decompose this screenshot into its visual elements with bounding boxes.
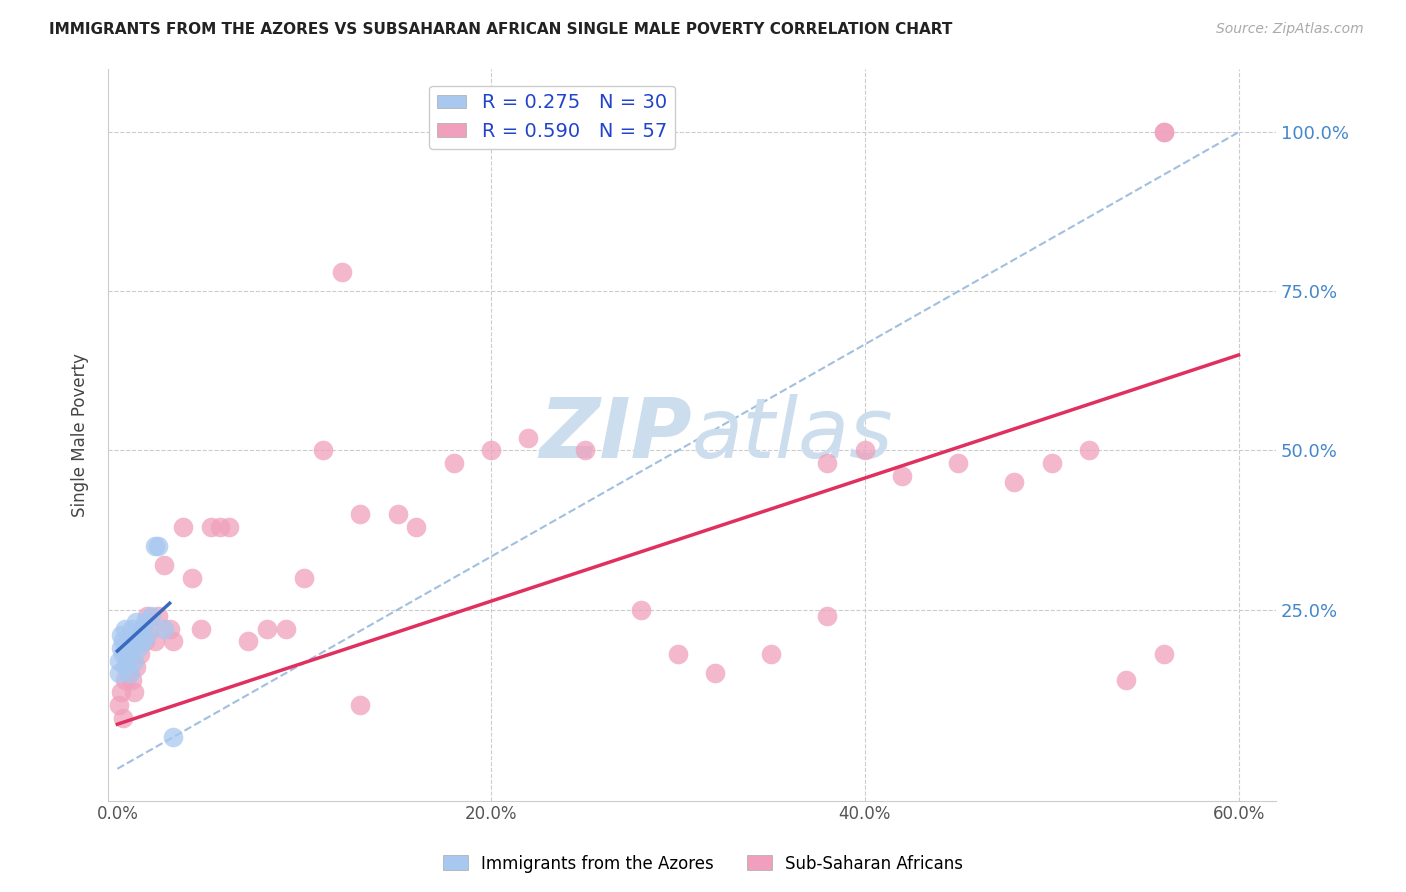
Point — [127, 634, 149, 648]
Point — [443, 456, 465, 470]
Point — [209, 520, 232, 534]
Point — [110, 628, 132, 642]
Point — [817, 456, 839, 470]
Point — [1002, 475, 1025, 490]
Point — [120, 647, 142, 661]
Point — [148, 609, 170, 624]
Point — [761, 647, 783, 661]
Point — [349, 698, 371, 713]
Point — [120, 628, 142, 642]
Legend: Immigrants from the Azores, Sub-Saharan Africans: Immigrants from the Azores, Sub-Saharan … — [436, 848, 970, 880]
Point — [148, 539, 170, 553]
Y-axis label: Single Male Poverty: Single Male Poverty — [72, 352, 89, 516]
Point — [136, 628, 159, 642]
Point — [948, 456, 970, 470]
Point — [853, 443, 876, 458]
Point — [131, 622, 153, 636]
Point — [121, 622, 143, 636]
Point — [122, 654, 145, 668]
Point — [349, 507, 371, 521]
Point — [218, 520, 240, 534]
Point — [115, 640, 138, 655]
Point — [122, 685, 145, 699]
Text: Source: ZipAtlas.com: Source: ZipAtlas.com — [1216, 22, 1364, 37]
Point — [136, 609, 159, 624]
Legend: R = 0.275   N = 30, R = 0.590   N = 57: R = 0.275 N = 30, R = 0.590 N = 57 — [429, 86, 675, 149]
Point — [200, 520, 222, 534]
Point — [666, 647, 689, 661]
Point — [131, 622, 153, 636]
Point — [630, 602, 652, 616]
Point — [139, 609, 162, 624]
Text: IMMIGRANTS FROM THE AZORES VS SUBSAHARAN AFRICAN SINGLE MALE POVERTY CORRELATION: IMMIGRANTS FROM THE AZORES VS SUBSAHARAN… — [49, 22, 953, 37]
Point — [121, 673, 143, 687]
Point — [312, 443, 335, 458]
Point — [143, 634, 166, 648]
Point — [117, 647, 139, 661]
Point — [817, 609, 839, 624]
Point — [134, 615, 156, 630]
Point — [121, 640, 143, 655]
Point — [162, 634, 184, 648]
Point — [256, 622, 278, 636]
Point — [274, 622, 297, 636]
Point — [115, 660, 138, 674]
Point — [236, 634, 259, 648]
Point — [125, 634, 148, 648]
Point — [132, 634, 155, 648]
Point — [111, 711, 134, 725]
Point — [1153, 125, 1175, 139]
Point — [405, 520, 427, 534]
Point — [114, 622, 136, 636]
Point — [292, 571, 315, 585]
Point — [139, 622, 162, 636]
Point — [108, 698, 131, 713]
Point — [479, 443, 502, 458]
Point — [115, 654, 138, 668]
Text: atlas: atlas — [692, 394, 894, 475]
Point — [1153, 647, 1175, 661]
Point — [127, 640, 149, 655]
Point — [110, 640, 132, 655]
Point — [330, 265, 353, 279]
Point — [704, 666, 727, 681]
Point — [125, 615, 148, 630]
Point — [574, 443, 596, 458]
Point — [153, 558, 176, 572]
Point — [110, 685, 132, 699]
Point — [162, 730, 184, 744]
Point — [120, 666, 142, 681]
Point — [181, 571, 204, 585]
Point — [1115, 673, 1137, 687]
Point — [1153, 125, 1175, 139]
Point — [1040, 456, 1063, 470]
Point — [387, 507, 409, 521]
Text: ZIP: ZIP — [540, 394, 692, 475]
Point — [111, 634, 134, 648]
Point — [111, 647, 134, 661]
Point — [172, 520, 194, 534]
Point — [891, 469, 914, 483]
Point — [128, 647, 150, 661]
Point — [117, 666, 139, 681]
Point — [125, 660, 148, 674]
Point — [153, 622, 176, 636]
Point — [128, 628, 150, 642]
Point — [159, 622, 181, 636]
Point — [114, 660, 136, 674]
Point — [517, 431, 540, 445]
Point — [114, 673, 136, 687]
Point — [108, 654, 131, 668]
Point — [143, 539, 166, 553]
Point — [117, 634, 139, 648]
Point — [134, 634, 156, 648]
Point — [1078, 443, 1101, 458]
Point — [190, 622, 212, 636]
Point — [108, 666, 131, 681]
